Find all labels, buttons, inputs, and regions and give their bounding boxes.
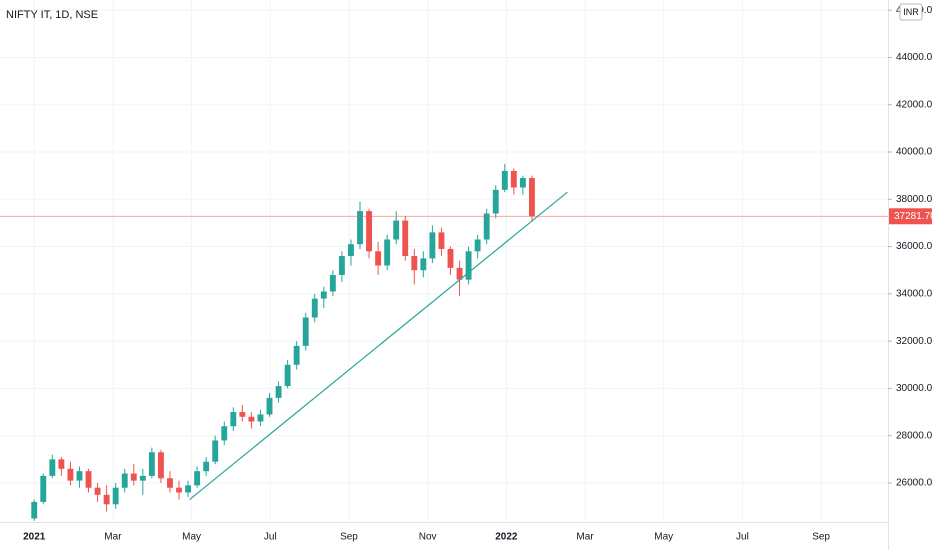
candle-body [438,232,445,249]
candle-body [40,475,47,502]
x-tick-label: May [654,532,673,543]
candle-body [293,345,300,365]
chart-title: NIFTY IT, 1D, NSE [6,9,98,21]
x-tick-label: May [182,532,201,543]
candle-body [85,471,92,488]
candle-body [49,459,56,476]
candle-body [94,487,101,495]
x-tick-label: Mar [104,532,122,543]
candle-body [112,487,119,505]
candle-body [429,232,436,259]
candle-body [483,213,490,240]
candle-body [474,239,481,252]
candle-body [185,485,192,493]
currency-box[interactable] [899,3,923,21]
candle-body [167,478,173,488]
candle-body [420,258,427,271]
candle-body [501,170,508,190]
x-tick-label: Jul [736,532,749,543]
candle-body [411,256,418,271]
candle-body [447,248,454,268]
y-tick-label: 30000.00 [896,383,932,394]
candle-body [230,412,237,427]
x-tick-label: Sep [340,532,358,543]
candle-body [148,452,155,476]
candle-body [393,220,400,240]
candle-body [212,440,219,462]
y-tick-label: 40000.00 [896,147,932,158]
candle-body [284,364,291,387]
candle-body [302,317,309,346]
candle-body [510,170,517,188]
candle-body [357,211,363,245]
candle-body [103,494,110,505]
candle-body [465,251,472,280]
candle-body [221,426,228,441]
x-tick-label: 2022 [495,532,518,543]
candle-body [266,397,273,415]
y-tick-label: 28000.00 [896,430,932,441]
y-tick-label: 44000.00 [896,52,932,63]
y-tick-label: 38000.00 [896,194,932,205]
x-tick-label: 2021 [23,532,46,543]
candle-body [348,244,354,257]
y-tick-label: 36000.00 [896,241,932,252]
marks [0,163,888,521]
candle-body [239,412,246,417]
y-tick-label: 42000.00 [896,99,932,110]
candle-body [58,459,65,469]
candle-body [375,251,382,266]
candle-body [139,475,146,481]
candle-body [338,256,345,275]
candle-body [320,291,327,299]
candle-body [194,471,201,486]
candle-body [275,386,282,398]
x-tick-label: Sep [812,532,830,543]
y-tick-label: 32000.00 [896,336,932,347]
candle-body [366,211,372,252]
y-tick-label: 34000.00 [896,289,932,300]
candle-body [456,267,463,280]
candle-body [157,452,164,479]
candle-body [121,473,128,488]
y-tick-label: 26000.00 [896,478,932,489]
candle-body [203,461,210,472]
candle-body [311,298,318,318]
candle-body [31,501,38,519]
candle-body [402,220,409,257]
candle-body [248,416,255,422]
x-tick-label: Jul [264,532,277,543]
grid [0,0,888,522]
candle-body [76,471,83,481]
candle-body [528,178,535,217]
axes: 26000.00 28000.00 30000.00 32000.00 34000.00… [23,5,932,543]
candle-body [67,468,74,481]
candle-body [492,189,499,214]
candle-body [176,487,182,493]
candle-body [384,239,391,266]
candle-body [130,473,137,481]
x-tick-label: Nov [419,532,437,543]
currency-label[interactable]: INR [903,7,919,17]
candle-body [257,414,264,422]
last-price-box [889,208,932,225]
candle-body [519,178,526,188]
x-tick-label: Mar [576,532,594,543]
trend-line [189,191,568,501]
candle-body [329,274,336,292]
last-price-label: 37281.70 [894,211,932,222]
